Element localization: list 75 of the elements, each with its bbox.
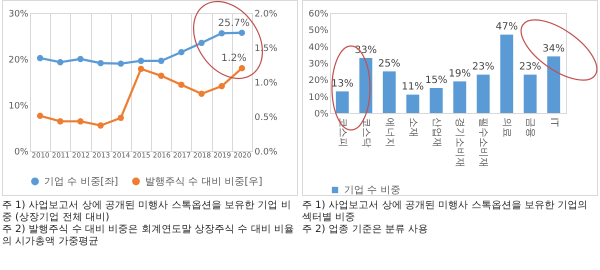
point (57, 118, 64, 124)
bar (500, 34, 514, 113)
text: 주 2) 업종 기준은 분류 사용 (302, 224, 430, 236)
point (238, 30, 246, 36)
data-label: 23% (472, 62, 494, 73)
point (158, 72, 164, 79)
bar (359, 58, 372, 113)
point (138, 58, 144, 64)
data-label: 11% (402, 82, 424, 93)
point (138, 66, 144, 72)
point (158, 58, 164, 64)
point (198, 40, 205, 46)
x-tick-label: 경기소비재 (454, 118, 466, 168)
y-tick-label: 0% (314, 110, 329, 120)
x-tick-label: 코스닥 (360, 118, 372, 148)
y2-tick-label: 0.5% (254, 113, 278, 123)
data-label: 25% (378, 58, 400, 70)
x-tick-label: 의료 (501, 118, 512, 138)
data-label: 19% (448, 68, 471, 80)
x-tick-label: 산업재 (430, 118, 442, 148)
y-tick-label: 30% (8, 10, 29, 20)
text: 주 1) 사업보고서 상에 공개된 미행사 스톡옵션을 보유한 기업 비중 (상장기업 전체 대비) (2, 200, 292, 224)
point (238, 65, 246, 72)
legend-label: 기업 수 비중 (344, 185, 400, 196)
y-tick-label: 50% (308, 26, 329, 36)
x-tick-label: 에너지 (384, 118, 395, 148)
x-tick-label: 소재 (407, 118, 418, 138)
bar (336, 91, 349, 113)
point (36, 112, 44, 119)
y2-tick-label: 0.0% (254, 148, 278, 158)
data-label: 25.7% (218, 18, 250, 29)
y-tick-label: 0% (14, 148, 29, 158)
data-label: 47% (496, 22, 518, 33)
bar (430, 88, 443, 113)
text: 주 2) 발행주식 수 대비 비중은 회계연도말 상장주식 수 대비 비율의 시가총액 가중평균 (2, 224, 296, 248)
legend-label: 기업 수 비중[좌] (44, 176, 118, 188)
y-tick-label: 60% (308, 10, 329, 20)
y-tick-label: 30% (308, 60, 329, 70)
point (178, 82, 185, 88)
point (118, 60, 124, 67)
y2-tick-label: 2.0% (254, 10, 278, 20)
bar (453, 81, 466, 113)
x-tick-label: 필수소비재 (478, 118, 489, 168)
point (97, 60, 104, 66)
x-tick-label: IT (548, 118, 560, 128)
y-tick-label: 10% (8, 102, 29, 112)
text: 주 1) 사업보고서 상에 공개된 미행사 스톡옵션을 보유한 기업의 섹터별 비중 (302, 200, 589, 224)
point (218, 30, 225, 36)
data-label: 1.2% (221, 53, 247, 64)
point (118, 114, 124, 122)
point (77, 118, 84, 124)
point (36, 54, 44, 62)
legend-label: 발행주식 수 대비 비중[우] (145, 176, 262, 188)
data-label: 13% (331, 78, 354, 90)
point (218, 82, 225, 90)
bar (524, 74, 537, 113)
point (198, 90, 205, 97)
y-tick-label: 10% (308, 92, 329, 103)
point (178, 48, 185, 56)
y-tick-label: 20% (8, 56, 29, 66)
data-label: 15% (425, 75, 448, 86)
bar (547, 56, 560, 113)
data-label: 23% (519, 62, 542, 73)
data-label: 34% (542, 43, 565, 54)
y-tick-label: 20% (308, 76, 329, 86)
bar (406, 94, 420, 113)
x-tick-label: 코스피 (336, 118, 348, 148)
point (97, 122, 104, 129)
x-tick-label: 금융 (524, 118, 536, 138)
y2-tick-label: 1.0% (254, 78, 278, 88)
point (57, 59, 64, 66)
point (77, 56, 84, 62)
y-tick-label: 40% (308, 42, 329, 53)
bar (382, 71, 396, 113)
bar (476, 74, 490, 113)
